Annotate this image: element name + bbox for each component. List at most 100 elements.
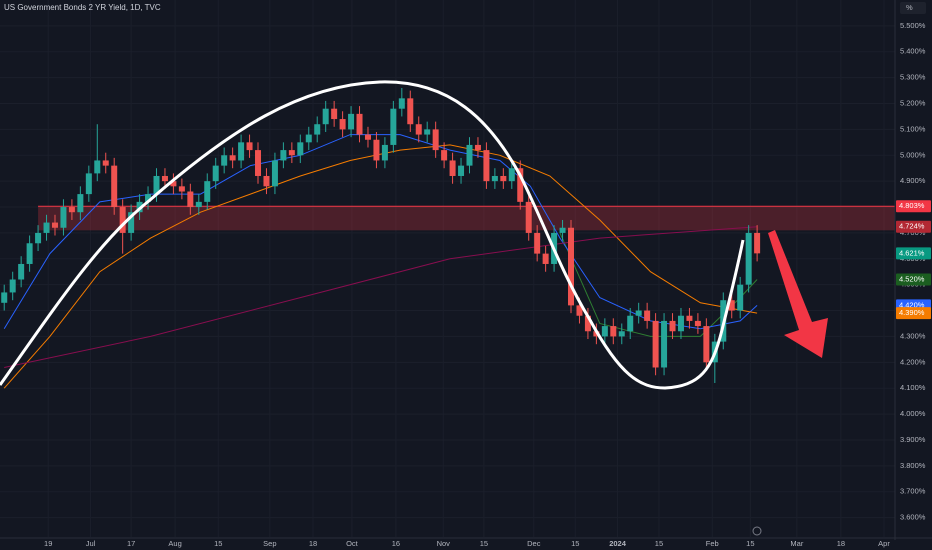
x-tick-label: 15 (480, 539, 488, 548)
candle-body (364, 134, 371, 140)
x-tick-label: 2024 (609, 539, 627, 548)
candle-body (212, 165, 219, 182)
unit-box[interactable] (900, 2, 926, 14)
candle-body (644, 310, 651, 321)
candle-body (601, 326, 608, 337)
candle-body (627, 315, 634, 332)
y-tick-label: 5.500% (900, 21, 926, 30)
moving-average (3, 134, 758, 330)
candle-body (618, 331, 625, 337)
candle-body (703, 326, 710, 363)
price-label: 4.621% (899, 248, 925, 257)
candle-body (297, 142, 304, 156)
candle-body (43, 222, 50, 233)
candle-body (51, 222, 58, 228)
candle-body (238, 142, 245, 161)
price-label-box (896, 200, 931, 213)
drawn-arrow (768, 230, 828, 358)
candle-body (559, 227, 566, 233)
candle-body (728, 300, 735, 311)
candle-body (576, 305, 583, 316)
y-tick-label: 4.900% (900, 176, 926, 185)
x-tick-label: Dec (527, 539, 541, 548)
candle-body (584, 315, 591, 332)
x-tick-label: Nov (437, 539, 451, 548)
candle-body (111, 165, 118, 208)
x-tick-label: Aug (168, 539, 181, 548)
candle-body (517, 168, 524, 202)
candle-body (170, 181, 177, 187)
candle-body (68, 207, 75, 213)
y-tick-label: 5.400% (900, 47, 926, 56)
candle-body (271, 160, 278, 187)
candle-body (458, 165, 465, 176)
candle-body (491, 175, 498, 182)
y-tick-label: 3.600% (900, 513, 926, 522)
candle-body (398, 98, 405, 109)
x-tick-label: 15 (214, 539, 222, 548)
x-tick-label: 15 (571, 539, 579, 548)
candle-body (331, 108, 338, 120)
zone (38, 206, 895, 231)
candle-body (745, 232, 752, 285)
candle-body (314, 124, 321, 135)
candle-body (686, 315, 693, 321)
candle-body (153, 175, 160, 195)
candle-body (677, 315, 684, 332)
candle-body (246, 142, 253, 151)
y-tick-label: 3.900% (900, 435, 926, 444)
candle-body (119, 207, 126, 233)
drawn-curve (0, 80, 745, 390)
candle-body (474, 144, 481, 151)
candle-layer (1, 87, 761, 384)
x-tick-label: 19 (44, 539, 52, 548)
candle-body (424, 129, 431, 135)
price-label: 4.420% (899, 300, 925, 309)
price-label-box (896, 307, 931, 320)
x-tick-label: Mar (790, 539, 803, 548)
candle-body (610, 326, 617, 337)
price-label-box (896, 247, 931, 260)
candle-body (161, 175, 168, 182)
price-label: 4.803% (899, 201, 925, 210)
candle-body (128, 212, 135, 233)
y-tick-label: 4.200% (900, 357, 926, 366)
candle-body (466, 144, 473, 166)
y-tick-label: 5.300% (900, 73, 926, 82)
candle-body (94, 160, 101, 174)
y-tick-label: 3.700% (900, 487, 926, 496)
x-tick-label: Feb (706, 539, 719, 548)
candle-body (534, 232, 541, 254)
price-label: 4.520% (899, 274, 925, 283)
candle-body (229, 155, 236, 161)
candle-body (26, 243, 33, 264)
candle-body (737, 284, 744, 311)
y-tick-label: 4.000% (900, 409, 926, 418)
x-tick-label: 17 (127, 539, 135, 548)
candle-body (178, 186, 185, 192)
candle-body (348, 113, 355, 130)
candle-body (339, 119, 346, 130)
candle-body (483, 150, 490, 182)
zone-layer (38, 205, 895, 231)
x-tick-label: Oct (346, 539, 359, 548)
chart-title: US Government Bonds 2 YR Yield, 1D, TVC (4, 3, 161, 12)
x-tick-label: Apr (878, 539, 890, 548)
x-tick-label: 15 (746, 539, 754, 548)
replay-icon[interactable] (752, 526, 762, 536)
candle-body (187, 191, 194, 208)
candle-body (432, 129, 439, 151)
candle-body (381, 144, 388, 161)
candle-body (288, 150, 295, 156)
candle-body (145, 194, 152, 202)
candle-body (18, 263, 25, 280)
candle-body (322, 108, 329, 125)
price-label-box (896, 273, 931, 286)
candle-body (221, 155, 228, 166)
candle-body (661, 320, 668, 368)
candle-body (60, 207, 67, 228)
candle-body (415, 124, 422, 135)
candle-body (525, 201, 532, 233)
candle-body (9, 279, 16, 293)
